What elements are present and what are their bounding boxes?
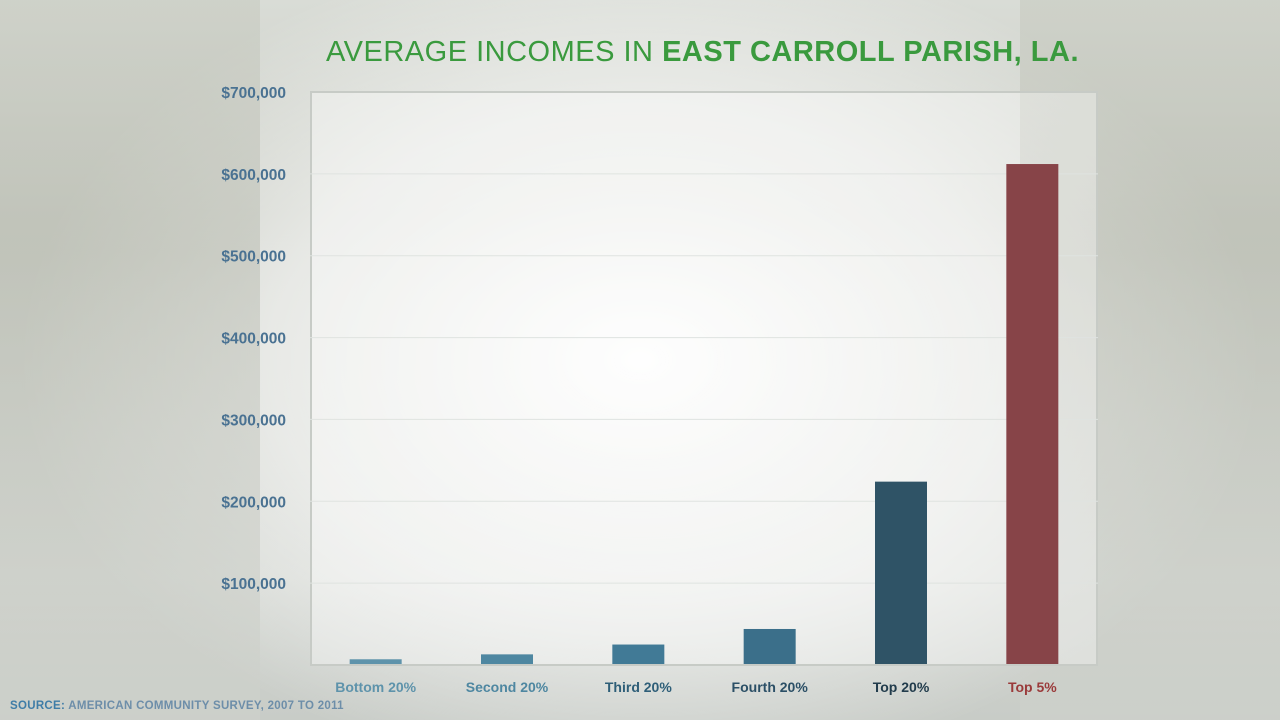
x-axis-ticks: Bottom 20% Second 20% Third 20% Fourth 20% T… <box>335 679 1057 695</box>
y-tick-label: $700,000 <box>221 85 286 102</box>
source-note: SOURCE: AMERICAN COMMUNITY SURVEY, 2007 … <box>10 700 344 712</box>
y-tick-label: $200,000 <box>221 494 286 511</box>
bars <box>349 164 1059 665</box>
source-label: SOURCE: <box>10 700 66 712</box>
chart-title: AVERAGE INCOMES IN EAST CARROLL PARISH, … <box>0 36 1280 69</box>
x-tick-label: Third 20% <box>605 679 672 695</box>
x-tick-label: Top 5% <box>1008 679 1057 695</box>
background-haze-right <box>1020 0 1280 720</box>
background-haze-left <box>0 0 260 720</box>
x-tick-label: Fourth 20% <box>732 679 809 695</box>
bar <box>349 659 402 665</box>
bar <box>743 628 796 665</box>
y-tick-label: $100,000 <box>221 576 286 593</box>
y-tick-label: $400,000 <box>221 331 286 348</box>
plot-area <box>310 91 1098 664</box>
x-tick-label: Bottom 20% <box>335 679 416 695</box>
y-axis-ticks: $100,000 $200,000 $300,000 $400,000 $500,000… <box>221 85 286 593</box>
x-tick-label: Second 20% <box>466 679 549 695</box>
bar <box>875 481 927 665</box>
bar <box>612 644 665 665</box>
source-text: AMERICAN COMMUNITY SURVEY, 2007 TO 2011 <box>65 700 344 712</box>
y-tick-label: $500,000 <box>221 249 286 266</box>
bar <box>481 654 533 665</box>
chart-title-emphasis: EAST CARROLL PARISH, LA. <box>662 36 1080 68</box>
bar <box>1006 164 1059 665</box>
y-tick-label: $300,000 <box>221 412 286 429</box>
chart-title-prefix: AVERAGE INCOMES IN <box>325 36 663 68</box>
x-tick-label: Top 20% <box>873 679 930 695</box>
gridlines <box>310 173 1098 584</box>
y-tick-label: $600,000 <box>221 167 286 184</box>
